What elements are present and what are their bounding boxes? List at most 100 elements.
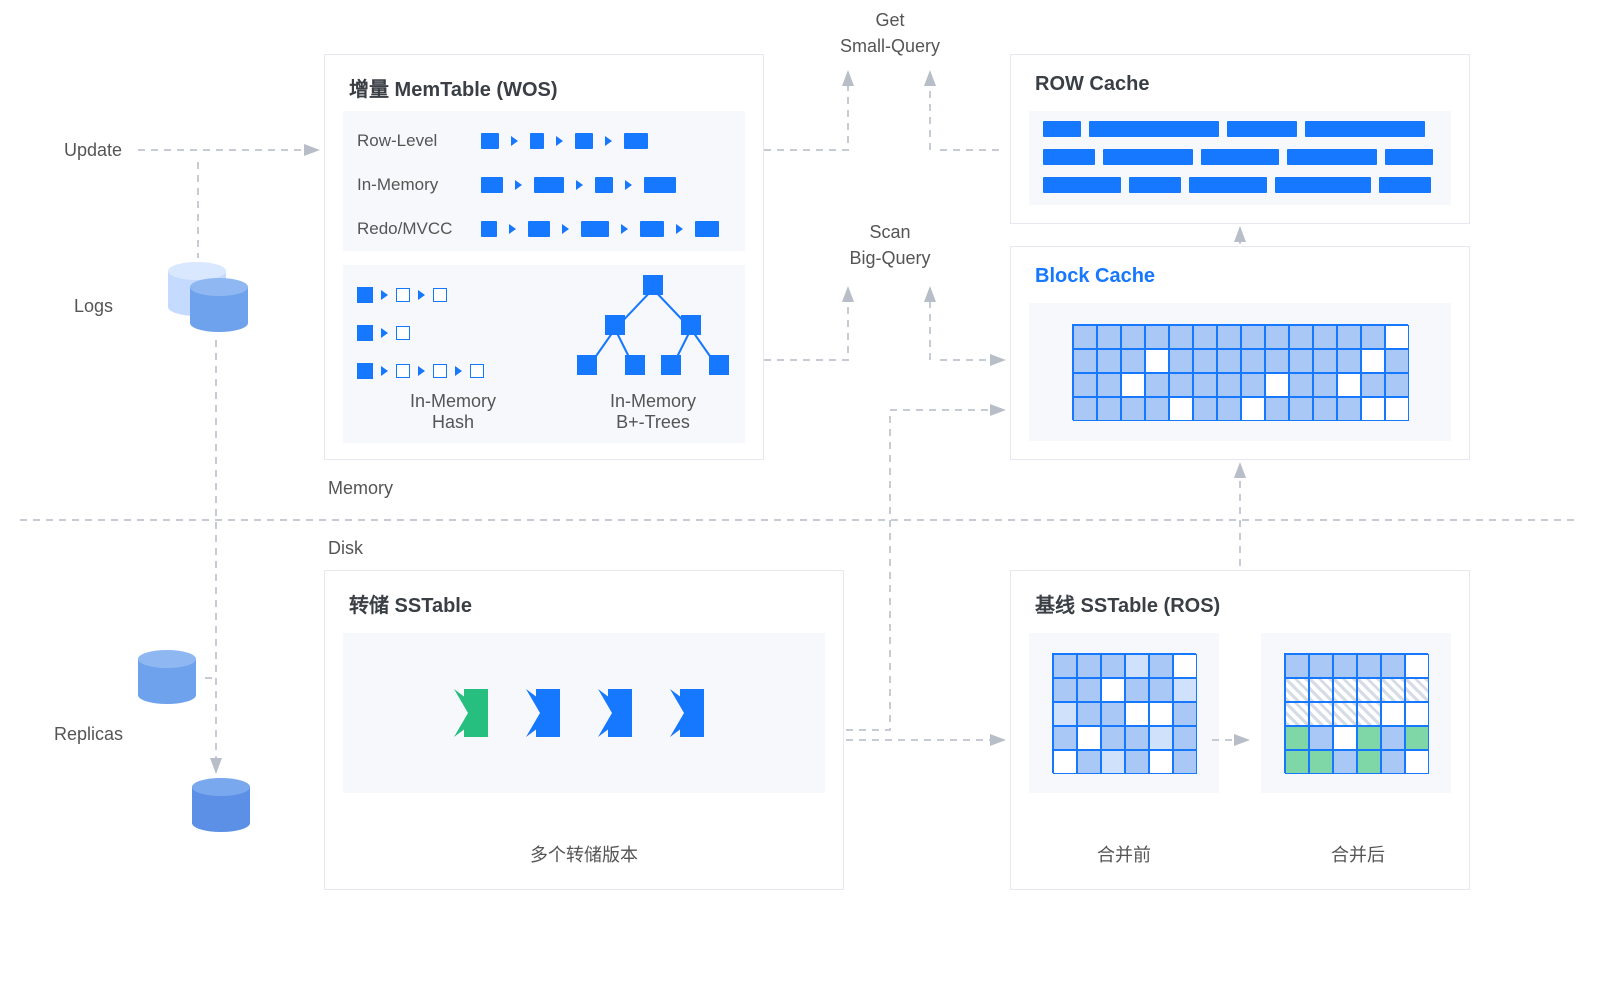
arrow-right-icon (676, 224, 683, 234)
grid-cell (1193, 397, 1217, 421)
arrow-right-icon (556, 136, 563, 146)
grid-cell (1285, 654, 1309, 678)
grid-cell (1217, 349, 1241, 373)
grid-cell (1381, 750, 1405, 774)
grid-cell (1145, 349, 1169, 373)
row-cache-area (1029, 111, 1451, 205)
memtable-segment (481, 221, 497, 237)
btree-node-icon (643, 275, 663, 295)
grid-cell (1101, 702, 1125, 726)
grid-cell (1125, 726, 1149, 750)
memtable-segment (640, 221, 664, 237)
grid-cell (1385, 397, 1409, 421)
row-cache-bar (1379, 177, 1431, 193)
memtable-segment (595, 177, 613, 193)
grid-cell (1193, 325, 1217, 349)
row-cache-row (1043, 149, 1437, 167)
grid-cell (1241, 397, 1265, 421)
arrow-right-icon (418, 366, 425, 376)
grid-cell (1169, 373, 1193, 397)
grid-cell (1385, 325, 1409, 349)
row-cache-bar (1201, 149, 1279, 165)
grid-cell (1097, 325, 1121, 349)
grid-cell (1357, 678, 1381, 702)
grid-cell (1381, 678, 1405, 702)
hash-caption: In-Memory Hash (410, 391, 496, 433)
grid-cell (1121, 397, 1145, 421)
grid-cell (1217, 397, 1241, 421)
hash-row (357, 277, 567, 313)
panel-row-cache: ROW Cache (1010, 54, 1470, 224)
grid-cell (1385, 349, 1409, 373)
grid-cell (1053, 726, 1077, 750)
memtable-row: Redo/MVCC (357, 211, 731, 247)
grid-cell (1217, 373, 1241, 397)
arrow-right-icon (381, 328, 388, 338)
arrow-right-icon (455, 366, 462, 376)
btree-node-icon (681, 315, 701, 335)
btree-node-icon (605, 315, 625, 335)
row-cache-bar (1385, 149, 1433, 165)
grid-cell (1097, 373, 1121, 397)
grid-cell (1193, 349, 1217, 373)
arrow-right-icon (515, 180, 522, 190)
grid-cell (1145, 397, 1169, 421)
grid-cell (1173, 750, 1197, 774)
grid-cell (1357, 702, 1381, 726)
grid-cell (1077, 726, 1101, 750)
label-logs: Logs (74, 296, 113, 317)
empty-node-icon (396, 364, 410, 378)
grid-cell (1357, 750, 1381, 774)
grid-cell (1333, 726, 1357, 750)
grid-cell (1073, 373, 1097, 397)
grid-cell (1265, 397, 1289, 421)
row-cache-bar (1189, 177, 1267, 193)
chevron-icon (526, 689, 570, 737)
grid-cell (1125, 678, 1149, 702)
memtable-segment (528, 221, 550, 237)
grid-cell (1149, 750, 1173, 774)
grid-cell (1169, 325, 1193, 349)
chevron-icon (598, 689, 642, 737)
grid-cell (1077, 678, 1101, 702)
grid-cell (1361, 325, 1385, 349)
filled-node-icon (357, 363, 373, 379)
sstable-after-caption: 合并后 (1331, 841, 1385, 867)
grid-cell (1313, 373, 1337, 397)
grid-cell (1077, 750, 1101, 774)
row-cache-bar (1089, 121, 1219, 137)
filled-node-icon (357, 287, 373, 303)
grid-cell (1361, 373, 1385, 397)
grid-cell (1333, 678, 1357, 702)
grid-cell (1149, 678, 1173, 702)
memtable-row-label: Row-Level (357, 131, 469, 151)
grid-cell (1101, 654, 1125, 678)
grid-cell (1173, 702, 1197, 726)
grid-cell (1405, 654, 1429, 678)
row-cache-row (1043, 121, 1437, 139)
sstable-base-title: 基线 SSTable (ROS) (1035, 589, 1220, 618)
grid-cell (1265, 373, 1289, 397)
grid-cell (1241, 373, 1265, 397)
arrow-right-icon (381, 366, 388, 376)
grid-cell (1289, 349, 1313, 373)
grid-cell (1169, 397, 1193, 421)
grid-cell (1285, 726, 1309, 750)
grid-cell (1381, 726, 1405, 750)
arrow-right-icon (621, 224, 628, 234)
block-cache-area (1029, 303, 1451, 441)
sstable-after-area (1261, 633, 1451, 793)
grid-cell (1381, 654, 1405, 678)
sstable-dump-caption: 多个转储版本 (530, 841, 638, 867)
panel-sstable-base: 基线 SSTable (ROS) 合并前 合并后 (1010, 570, 1470, 890)
label-memory: Memory (328, 478, 393, 499)
grid-cell (1289, 397, 1313, 421)
grid-cell (1193, 373, 1217, 397)
arrow-right-icon (576, 180, 583, 190)
grid-cell (1285, 702, 1309, 726)
sstable-after-grid (1284, 653, 1428, 773)
memtable-segment (481, 133, 499, 149)
memtable-segment (695, 221, 719, 237)
diagram-stage: Update Logs Replicas Get Small-Query Sca… (0, 0, 1600, 1000)
grid-cell (1149, 726, 1173, 750)
